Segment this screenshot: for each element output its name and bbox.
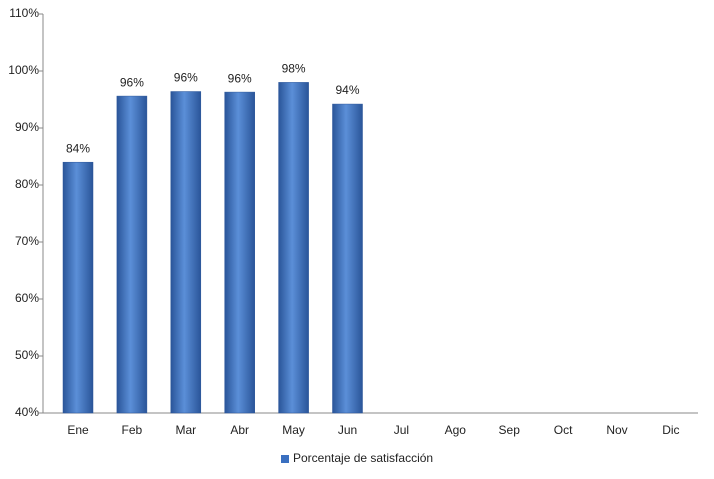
bar bbox=[224, 91, 255, 414]
bar bbox=[332, 103, 363, 414]
bar bbox=[278, 82, 309, 414]
legend-label: Porcentaje de satisfacción bbox=[293, 451, 433, 465]
y-tick-label: 90% bbox=[15, 120, 39, 134]
x-tick-label: Oct bbox=[554, 423, 573, 437]
bar bbox=[170, 91, 202, 414]
x-tick-label: Nov bbox=[606, 423, 627, 437]
y-tick-label: 70% bbox=[15, 234, 39, 248]
value-label: 98% bbox=[282, 62, 306, 76]
x-tick-label: Feb bbox=[122, 423, 143, 437]
x-tick-label: May bbox=[282, 423, 305, 437]
y-tick-label: 60% bbox=[15, 291, 39, 305]
value-label: 84% bbox=[66, 141, 90, 155]
x-tick-label: Jun bbox=[338, 423, 357, 437]
x-tick-label: Mar bbox=[175, 423, 196, 437]
y-tick-label: 50% bbox=[15, 348, 39, 362]
x-tick-label: Ago bbox=[445, 423, 467, 437]
x-tick-label: Jul bbox=[394, 423, 409, 437]
value-label: 96% bbox=[228, 71, 252, 85]
y-tick-label: 80% bbox=[15, 177, 39, 191]
x-tick-label: Sep bbox=[499, 423, 521, 437]
x-tick-label: Dic bbox=[662, 423, 679, 437]
x-tick-label: Abr bbox=[230, 423, 249, 437]
value-label: 96% bbox=[120, 75, 144, 89]
value-label: 96% bbox=[174, 71, 198, 85]
y-tick-label: 110% bbox=[9, 6, 39, 20]
bar bbox=[116, 95, 148, 414]
y-tick-label: 100% bbox=[8, 63, 39, 77]
value-label: 94% bbox=[335, 83, 359, 97]
legend-swatch bbox=[281, 455, 289, 463]
bar bbox=[62, 161, 94, 414]
y-tick-label: 40% bbox=[15, 405, 39, 419]
x-tick-label: Ene bbox=[67, 423, 89, 437]
